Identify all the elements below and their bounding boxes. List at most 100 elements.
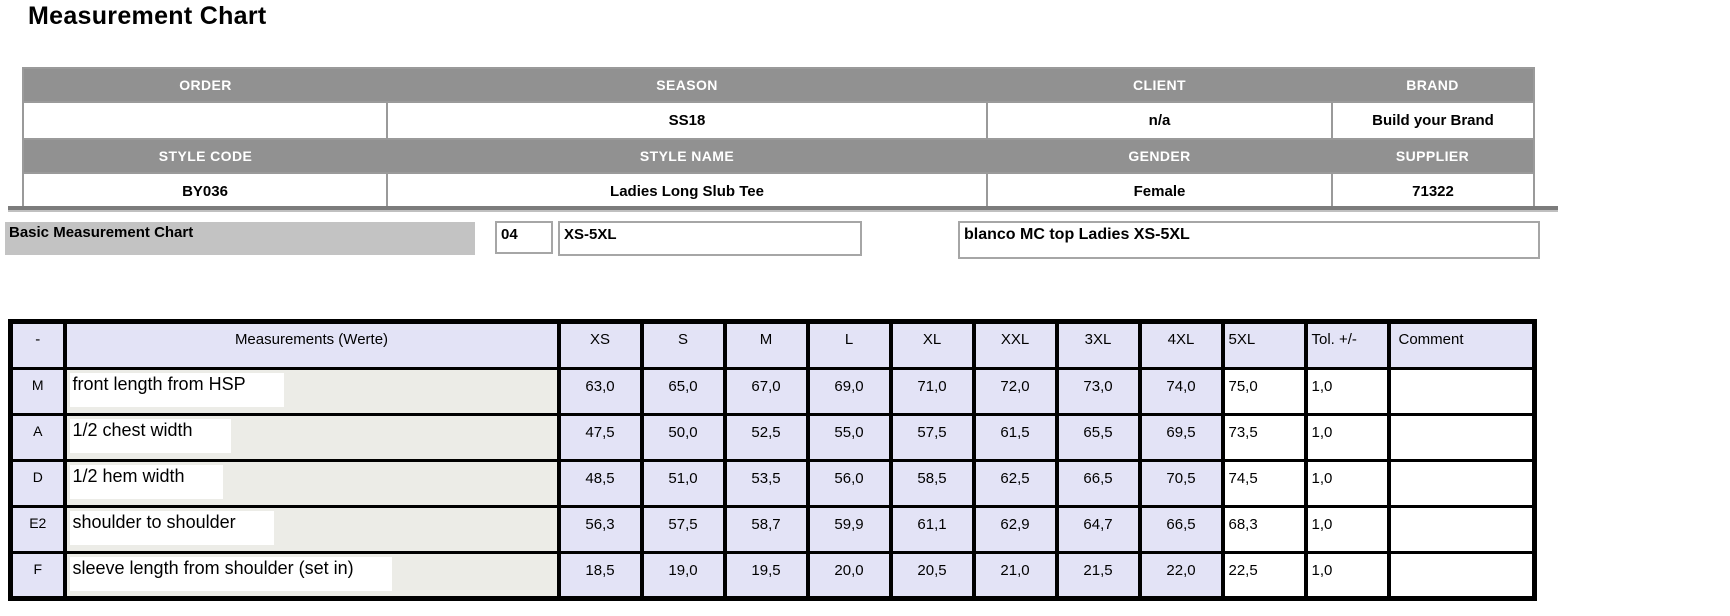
section-title-bar: Basic Measurement Chart [5, 222, 475, 255]
tolerance-value: 1,0 [1303, 505, 1391, 554]
row-code: M [8, 367, 67, 416]
measurement-value: 22,5 [1220, 551, 1308, 600]
measurement-value: 52,5 [722, 413, 810, 462]
measurement-value: 22,0 [1137, 551, 1225, 600]
measurement-name-cell: 1/2 hem width [62, 459, 561, 508]
table-row: F sleeve length from shoulder (set in) 1… [8, 551, 1537, 600]
column-header-comment: Comment [1386, 320, 1537, 370]
tolerance-value: 1,0 [1303, 459, 1391, 508]
row-code: D [8, 459, 67, 508]
info-value-row: BY036 Ladies Long Slub Tee Female 71322 [23, 172, 1534, 211]
measurement-value: 75,0 [1220, 367, 1308, 416]
chart-number-input[interactable]: 04 [495, 221, 553, 254]
comment-cell [1386, 367, 1537, 416]
info-value-brand: Build your Brand [1331, 101, 1534, 140]
measurement-table: - Measurements (Werte) XS S M L XL XXL 3… [8, 319, 1537, 601]
comment-cell [1386, 413, 1537, 462]
measurement-name-cell: 1/2 chest width [62, 413, 561, 462]
tolerance-value: 1,0 [1303, 551, 1391, 600]
row-code: A [8, 413, 67, 462]
column-header-4xl: 4XL [1137, 320, 1225, 370]
info-value-supplier: 71322 [1331, 172, 1534, 211]
measurement-value: 20,5 [888, 551, 976, 600]
measurement-table-header: - Measurements (Werte) XS S M L XL XXL 3… [8, 320, 1537, 370]
info-header-order: ORDER [23, 68, 387, 102]
measurement-value: 21,5 [1054, 551, 1142, 600]
measurement-value: 48,5 [556, 459, 644, 508]
measurement-value: 67,0 [722, 367, 810, 416]
measurement-value: 56,0 [805, 459, 893, 508]
measurement-value: 69,0 [805, 367, 893, 416]
measurement-value: 19,5 [722, 551, 810, 600]
style-info-table: ORDER SEASON CLIENT BRAND SS18 n/a Build… [22, 67, 1535, 211]
column-header-3xl: 3XL [1054, 320, 1142, 370]
info-header-style-code: STYLE CODE [23, 139, 387, 173]
measurement-value: 20,0 [805, 551, 893, 600]
info-value-row: SS18 n/a Build your Brand [23, 101, 1534, 140]
info-value-style-code: BY036 [23, 172, 387, 211]
measurement-value: 62,9 [971, 505, 1059, 554]
measurement-value: 63,0 [556, 367, 644, 416]
measurement-name: sleeve length from shoulder (set in) [69, 557, 392, 591]
column-header-l: L [805, 320, 893, 370]
measurement-value: 72,0 [971, 367, 1059, 416]
column-header-5xl: 5XL [1220, 320, 1308, 370]
measurement-value: 58,7 [722, 505, 810, 554]
measurement-value: 59,9 [805, 505, 893, 554]
page-title: Measurement Chart [28, 2, 267, 30]
info-header-supplier: SUPPLIER [1332, 139, 1534, 173]
measurement-value: 73,5 [1220, 413, 1308, 462]
measurement-value: 64,7 [1054, 505, 1142, 554]
table-row: D 1/2 hem width 48,5 51,0 53,5 56,0 58,5… [8, 459, 1537, 508]
column-header-xs: XS [556, 320, 644, 370]
tolerance-value: 1,0 [1303, 413, 1391, 462]
comment-cell [1386, 459, 1537, 508]
info-value-style-name: Ladies Long Slub Tee [386, 172, 987, 211]
measurement-value: 69,5 [1137, 413, 1225, 462]
info-header-row: STYLE CODE STYLE NAME GENDER SUPPLIER [23, 139, 1534, 173]
measurement-name: 1/2 hem width [69, 465, 223, 499]
measurement-value: 19,0 [639, 551, 727, 600]
measurement-name-cell: shoulder to shoulder [62, 505, 561, 554]
measurement-value: 65,5 [1054, 413, 1142, 462]
info-value-client: n/a [986, 101, 1332, 140]
measurement-value: 57,5 [639, 505, 727, 554]
measurement-name-cell: sleeve length from shoulder (set in) [62, 551, 561, 600]
info-header-client: CLIENT [987, 68, 1332, 102]
measurement-name: front length from HSP [69, 373, 284, 407]
column-header-measurements: Measurements (Werte) [62, 320, 561, 370]
measurement-value: 50,0 [639, 413, 727, 462]
comment-cell [1386, 505, 1537, 554]
measurement-value: 58,5 [888, 459, 976, 508]
info-value-gender: Female [986, 172, 1332, 211]
measurement-value: 73,0 [1054, 367, 1142, 416]
tolerance-value: 1,0 [1303, 367, 1391, 416]
measurement-value: 61,1 [888, 505, 976, 554]
size-range-input[interactable]: XS-5XL [558, 221, 862, 256]
measurement-value: 47,5 [556, 413, 644, 462]
measurement-value: 53,5 [722, 459, 810, 508]
info-header-style-name: STYLE NAME [387, 139, 987, 173]
chart-description-input[interactable]: blanco MC top Ladies XS-5XL [958, 221, 1540, 259]
measurement-name: 1/2 chest width [69, 419, 231, 453]
measurement-value: 68,3 [1220, 505, 1308, 554]
section-divider-light [8, 210, 1558, 212]
measurement-value: 18,5 [556, 551, 644, 600]
info-value-season: SS18 [386, 101, 987, 140]
info-header-gender: GENDER [987, 139, 1332, 173]
column-header-xxl: XXL [971, 320, 1059, 370]
measurement-name-cell: front length from HSP [62, 367, 561, 416]
info-value-order [23, 101, 387, 140]
table-row: M front length from HSP 63,0 65,0 67,0 6… [8, 367, 1537, 416]
column-header-s: S [639, 320, 727, 370]
measurement-value: 65,0 [639, 367, 727, 416]
measurement-value: 71,0 [888, 367, 976, 416]
measurement-value: 66,5 [1054, 459, 1142, 508]
column-header-m: M [722, 320, 810, 370]
row-code: E2 [8, 505, 67, 554]
measurement-value: 61,5 [971, 413, 1059, 462]
measurement-value: 57,5 [888, 413, 976, 462]
info-header-brand: BRAND [1332, 68, 1534, 102]
info-header-row: ORDER SEASON CLIENT BRAND [23, 68, 1534, 102]
